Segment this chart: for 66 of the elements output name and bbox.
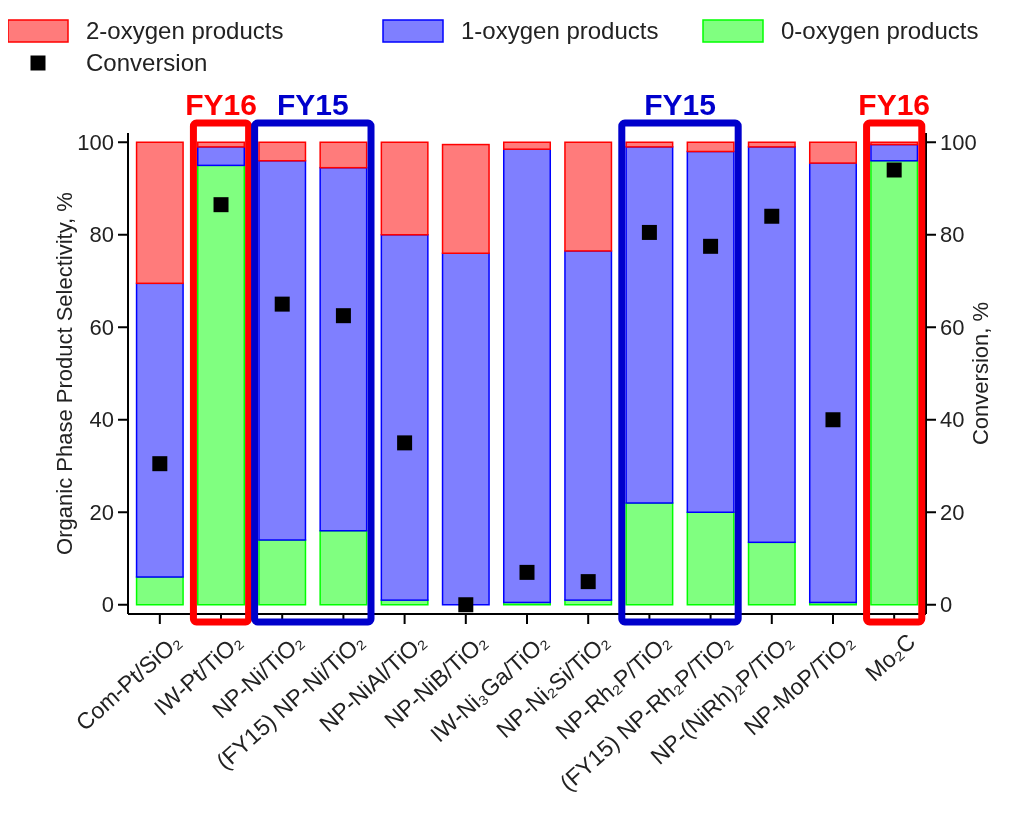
bar [686,150,735,513]
bar [625,502,674,606]
y-axis-title: Organic Phase Product Selectivity, % [52,192,77,555]
y-tick-label: 100 [77,129,114,155]
y2-axis-title: Conversion, % [968,301,993,446]
bar [197,141,246,148]
legend-label: 2-oxygen products [86,17,284,44]
y2-tick-label: 80 [940,222,965,248]
text: FY16 [858,88,931,121]
y-tick-label: 40 [89,407,114,433]
point [764,208,780,224]
bar [258,141,307,162]
point [274,296,290,312]
bar [319,166,368,532]
bar [258,539,307,606]
bar [747,146,796,544]
y-tick-label: 60 [89,314,114,340]
text: FY15 [276,88,349,121]
bar [319,530,368,606]
point [519,564,535,580]
bar [625,146,674,504]
bar [319,141,368,169]
bar [808,141,857,164]
legend-label: 0-oxygen products [781,17,979,44]
bar [564,250,613,601]
y2-tick-label: 20 [940,499,965,525]
point [397,435,413,451]
legend-label: 1-oxygen products [461,17,659,44]
y2-tick-label: 0 [940,592,953,618]
y-tick-label: 0 [101,592,114,618]
point [825,412,841,428]
bar [686,511,735,606]
bar [258,160,307,541]
bar [747,541,796,606]
y-tick-label: 80 [89,222,114,248]
point [458,597,474,613]
bar [564,141,613,252]
point [886,162,902,178]
bar [503,141,551,150]
bar [135,141,184,285]
bar [625,141,674,148]
bar [747,141,796,148]
bar [441,252,490,606]
bar [197,146,246,167]
y-tick-label: 20 [89,499,114,525]
text: FY16 [185,88,257,121]
bar [503,148,551,604]
bar [870,143,919,162]
point [641,224,657,240]
bar [808,162,857,604]
y2-tick-label: 100 [940,129,977,155]
y2-tick-label: 60 [940,314,965,340]
bar [380,141,429,236]
point [703,238,719,254]
bar [441,143,490,254]
point [152,456,168,472]
point [213,197,229,213]
y2-tick-label: 40 [940,407,965,433]
point [335,308,351,324]
text: FY15 [644,88,716,121]
bar [135,576,184,606]
bar [686,141,735,153]
point [580,574,596,590]
bar [380,234,429,601]
legend-label: Conversion [86,49,208,76]
bar [135,282,184,578]
